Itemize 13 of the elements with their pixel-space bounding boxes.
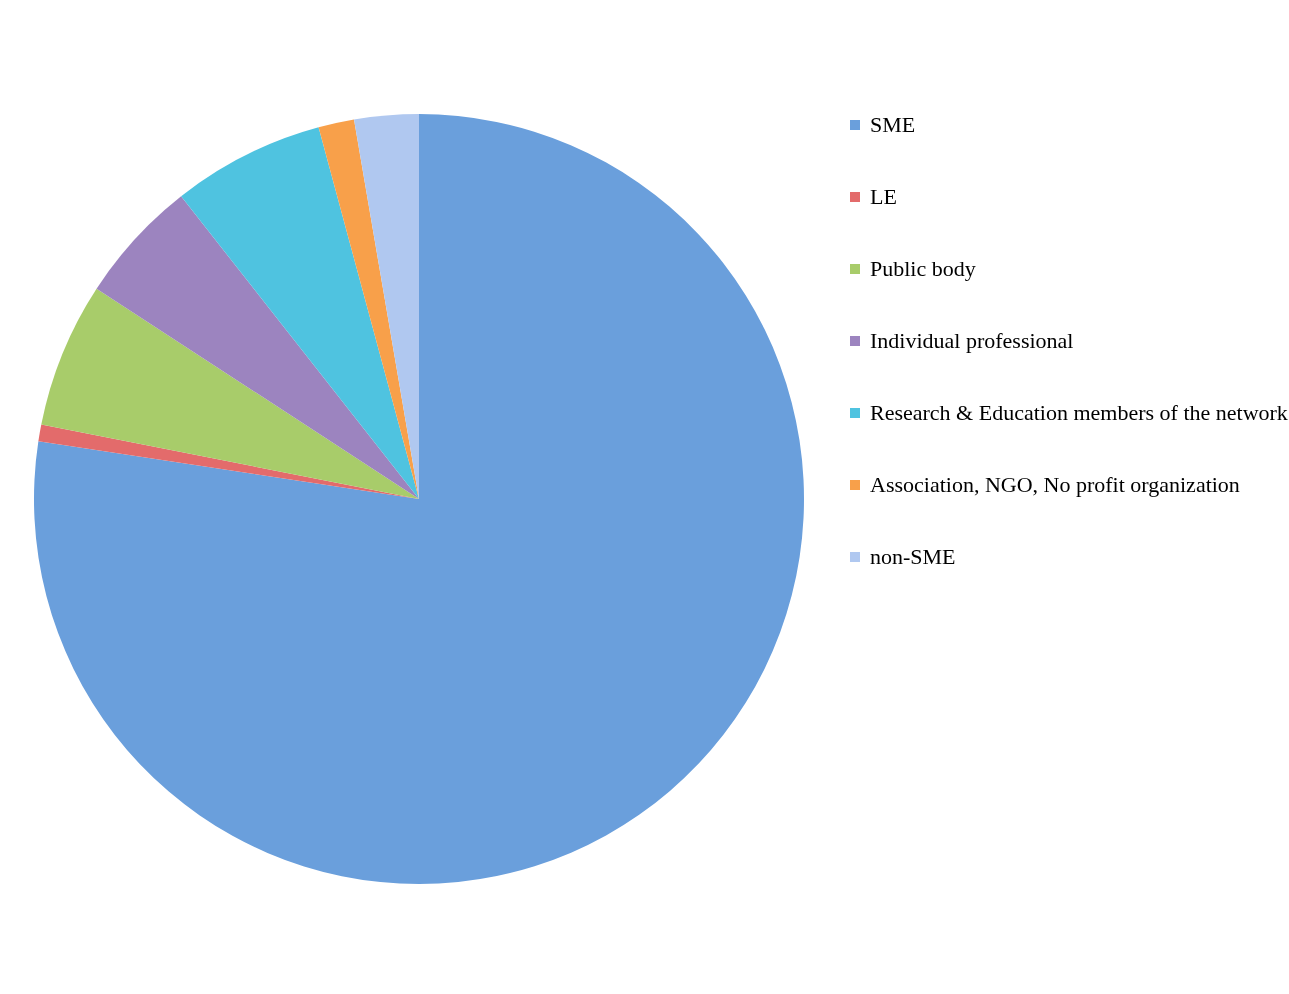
legend-label: Research & Education members of the network (870, 400, 1288, 425)
legend-label: LE (870, 184, 897, 209)
legend-label: Individual professional (870, 328, 1074, 353)
pie-slice (41, 288, 419, 499)
legend-label: non-SME (870, 544, 956, 569)
legend-label: Association, NGO, No profit organization (870, 472, 1240, 497)
pie-slice (96, 196, 419, 499)
pie-slice (318, 119, 419, 499)
pie-slice (354, 114, 419, 499)
legend-label: Public body (870, 256, 976, 281)
pie-slice (181, 127, 419, 499)
pie-slice (34, 114, 804, 884)
legend-label: SME (870, 112, 916, 137)
